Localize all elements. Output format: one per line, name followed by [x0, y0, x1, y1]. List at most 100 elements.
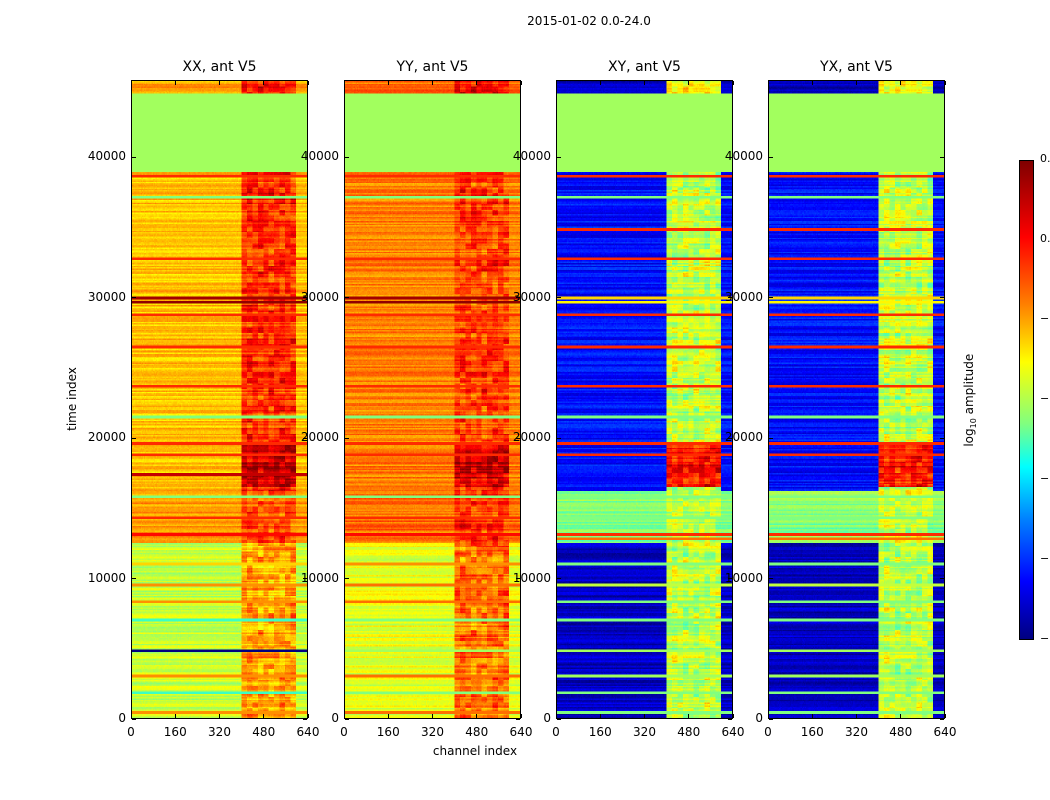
y-tick-mark: [345, 297, 349, 299]
y-tick-mark: [940, 437, 944, 439]
x-tick-mark: [343, 714, 345, 718]
heatmap-cells: [557, 81, 732, 718]
panel-title: XX, ant V5: [182, 59, 257, 75]
y-tick-mark: [516, 156, 520, 158]
x-tick-mark: [307, 714, 309, 718]
x-tick-mark: [856, 81, 857, 85]
x-tick-label: 480: [252, 725, 276, 739]
heatmap-panel-yx: [768, 80, 945, 719]
colorbar-tick-label: −2.5: [1040, 632, 1050, 645]
y-tick-label: 20000: [300, 430, 339, 445]
x-axis-label: channel index: [432, 744, 518, 758]
x-tick-mark: [555, 81, 557, 85]
y-tick-mark: [345, 437, 349, 439]
y-tick-label: 40000: [300, 149, 339, 164]
panel-title: YX, ant V5: [820, 59, 893, 75]
x-tick-label: 320: [845, 725, 868, 739]
x-tick-mark: [387, 81, 389, 85]
heatmap-panel-xy: [556, 80, 733, 719]
y-tick-mark: [132, 437, 136, 439]
y-tick-mark: [557, 156, 561, 158]
y-tick-label: 30000: [300, 289, 339, 304]
y-tick-mark: [940, 156, 944, 158]
x-tick-label: 640: [296, 725, 320, 739]
colorbar-tick-label: −1.0: [1040, 392, 1050, 405]
x-tick-mark: [130, 714, 132, 718]
x-tick-mark: [555, 714, 557, 718]
y-tick-label: 30000: [724, 289, 763, 304]
x-tick-label: 320: [208, 725, 231, 739]
heatmap-cells: [345, 81, 520, 718]
x-tick-mark: [900, 714, 902, 718]
y-tick-label: 10000: [512, 570, 551, 585]
x-tick-mark: [644, 714, 645, 718]
y-tick-mark: [557, 718, 561, 720]
x-tick-label: 640: [721, 725, 745, 739]
x-tick-mark: [343, 81, 345, 85]
y-tick-mark: [769, 156, 773, 158]
x-tick-mark: [387, 714, 389, 718]
x-tick-label: 320: [421, 725, 444, 739]
x-tick-mark: [130, 81, 132, 85]
y-tick-mark: [132, 578, 136, 580]
y-tick-label: 20000: [87, 430, 126, 445]
y-tick-mark: [769, 578, 773, 580]
y-tick-mark: [516, 297, 520, 299]
colorbar-label-sub: 10: [969, 418, 979, 429]
y-tick-label: 0: [755, 711, 763, 725]
x-tick-mark: [688, 81, 690, 85]
x-tick-mark: [219, 81, 220, 85]
y-tick-mark: [728, 297, 732, 299]
y-tick-mark: [516, 578, 520, 580]
y-tick-label: 40000: [512, 149, 551, 164]
y-tick-mark: [728, 437, 732, 439]
x-tick-mark: [811, 81, 813, 85]
x-tick-label: 0: [764, 725, 772, 739]
y-tick-mark: [345, 578, 349, 580]
y-tick-mark: [303, 156, 307, 158]
y-tick-mark: [516, 718, 520, 720]
y-tick-label: 20000: [512, 430, 551, 445]
x-tick-mark: [599, 81, 601, 85]
heatmap-panel-xx: [131, 80, 308, 719]
x-tick-mark: [219, 714, 220, 718]
y-tick-mark: [303, 578, 307, 580]
figure-title: 2015-01-02 0.0-24.0: [527, 14, 651, 28]
y-tick-label: 40000: [724, 149, 763, 164]
x-tick-label: 160: [376, 725, 400, 739]
x-tick-mark: [476, 81, 478, 85]
x-tick-label: 0: [127, 725, 135, 739]
x-tick-mark: [767, 714, 769, 718]
x-tick-label: 480: [677, 725, 701, 739]
heatmap-cells: [132, 81, 307, 718]
y-tick-mark: [940, 297, 944, 299]
x-tick-mark: [174, 81, 176, 85]
x-tick-mark: [263, 81, 265, 85]
x-tick-mark: [520, 714, 522, 718]
x-tick-label: 320: [633, 725, 656, 739]
x-tick-mark: [767, 81, 769, 85]
colorbar-tick-label: −0.5: [1040, 312, 1050, 325]
x-tick-label: 480: [465, 725, 489, 739]
x-tick-mark: [432, 714, 433, 718]
y-tick-mark: [728, 156, 732, 158]
y-tick-mark: [132, 297, 136, 299]
y-tick-mark: [940, 578, 944, 580]
y-tick-label: 0: [331, 711, 339, 725]
colorbar-label: log10 amplitude: [962, 330, 978, 470]
y-tick-label: 10000: [87, 570, 126, 585]
y-tick-mark: [303, 718, 307, 720]
x-tick-mark: [174, 714, 176, 718]
heatmap-cells: [769, 81, 944, 718]
y-tick-mark: [769, 437, 773, 439]
x-tick-mark: [732, 714, 734, 718]
x-tick-mark: [900, 81, 902, 85]
x-tick-mark: [432, 81, 433, 85]
y-tick-mark: [728, 718, 732, 720]
y-tick-label: 10000: [300, 570, 339, 585]
x-tick-label: 160: [588, 725, 612, 739]
y-tick-label: 10000: [724, 570, 763, 585]
y-tick-mark: [769, 297, 773, 299]
y-tick-label: 30000: [87, 289, 126, 304]
